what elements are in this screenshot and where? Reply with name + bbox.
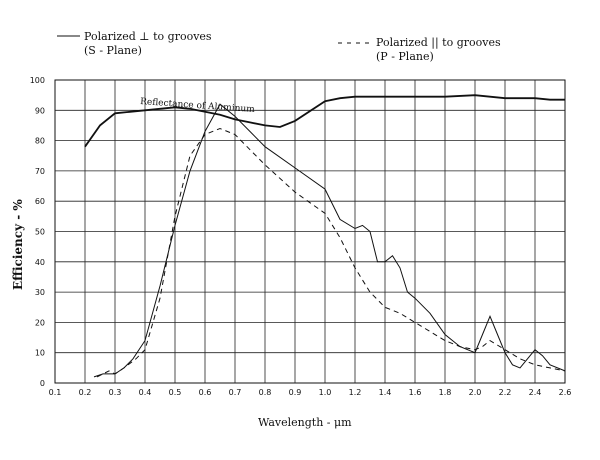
x-tick-label: 2.4	[529, 388, 542, 397]
x-tick-label: 0.8	[259, 388, 272, 397]
y-tick-label: 70	[35, 167, 45, 176]
x-tick-label: 0.1	[49, 388, 62, 397]
x-tick-label: 0.7	[229, 388, 242, 397]
series	[84, 94, 566, 378]
legend-p-label-1: Polarized || to grooves	[376, 36, 501, 50]
reflectance-annotation: Reflectance of Aluminum	[140, 97, 256, 115]
x-tick-label: 0.9	[289, 388, 302, 397]
y-axis-label: Efficiency - %	[11, 199, 25, 290]
y-tick-label: 100	[30, 76, 45, 85]
legend: Polarized ⊥ to grooves (S - Plane) Polar…	[57, 30, 501, 63]
x-tick-label: 0.6	[199, 388, 212, 397]
y-tick-label: 10	[35, 349, 45, 358]
y-tick-label: 60	[35, 197, 45, 206]
x-tick-label: 2.0	[469, 388, 482, 397]
grid	[54, 79, 566, 384]
series-p-plane	[96, 127, 566, 378]
x-tick-label: 1.4	[379, 388, 392, 397]
x-tick-label: 2.6	[559, 388, 572, 397]
y-tick-label: 20	[35, 318, 45, 327]
x-tick-label: 1.6	[409, 388, 422, 397]
legend-s-label-1: Polarized ⊥ to grooves	[84, 30, 212, 43]
x-tick-label: 0.5	[169, 388, 182, 397]
x-tick-label: 0.4	[139, 388, 152, 397]
legend-s-label-2: (S - Plane)	[84, 44, 142, 57]
y-tick-label: 90	[35, 106, 45, 115]
series-aluminum-reflectance	[84, 94, 565, 148]
series-s-plane	[93, 103, 566, 378]
y-tick-label: 0	[40, 379, 45, 388]
legend-p-label-2: (P - Plane)	[376, 50, 434, 63]
y-tick-label: 40	[35, 258, 45, 267]
x-tick-label: 0.2	[79, 388, 92, 397]
x-tick-label: 0.3	[109, 388, 122, 397]
y-tick-label: 30	[35, 288, 45, 297]
tick-labels: 0.1 0.2 0.3 0.4 0.5 0.6 0.7 0.8 0.9 1.0 1.2 1.4 1.6 1…	[30, 76, 572, 397]
y-tick-label: 50	[35, 228, 45, 237]
y-tick-label: 80	[35, 137, 45, 146]
x-tick-label: 1.2	[349, 388, 362, 397]
x-tick-label: 1.0	[319, 388, 332, 397]
x-tick-label: 1.8	[439, 388, 452, 397]
x-tick-label: 2.2	[499, 388, 512, 397]
x-axis-label: Wavelength - μm	[258, 416, 352, 429]
